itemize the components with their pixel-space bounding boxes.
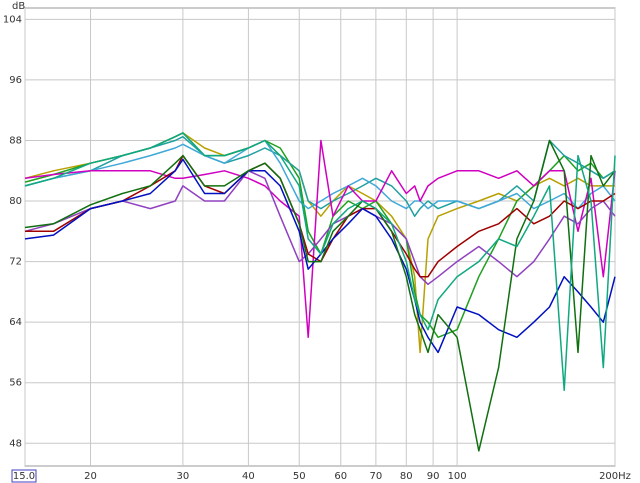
series-line — [25, 154, 616, 278]
x-tick-label: 15.0 — [13, 471, 35, 482]
x-tick-label: 80 — [400, 471, 413, 482]
x-tick-label: 50 — [293, 471, 306, 482]
y-tick-label: 64 — [9, 317, 22, 328]
y-tick-label: 104 — [3, 14, 22, 25]
x-tick-label: 200Hz — [599, 471, 631, 482]
y-tick-label: 80 — [9, 196, 22, 207]
x-tick-label: 20 — [84, 471, 97, 482]
series-line — [24, 158, 616, 354]
y-axis-label: dB — [12, 1, 25, 12]
y-tick-label: 96 — [9, 75, 22, 86]
x-start-box — [11, 469, 37, 483]
x-tick-label: 30 — [177, 471, 190, 482]
y-tick-label: 88 — [9, 135, 22, 146]
x-tick-label: 100 — [448, 471, 467, 482]
y-tick-label: 56 — [9, 378, 22, 389]
x-tick-label: 70 — [370, 471, 383, 482]
x-tick-label: 40 — [242, 471, 255, 482]
plot-area — [24, 7, 616, 467]
x-tick-label: 90 — [427, 471, 440, 482]
series-line — [24, 132, 616, 392]
x-tick-label: 60 — [334, 471, 347, 482]
y-tick-label: 48 — [9, 438, 22, 449]
series-line — [24, 139, 616, 339]
y-tick-label: 72 — [9, 257, 22, 268]
series-line — [24, 139, 616, 210]
